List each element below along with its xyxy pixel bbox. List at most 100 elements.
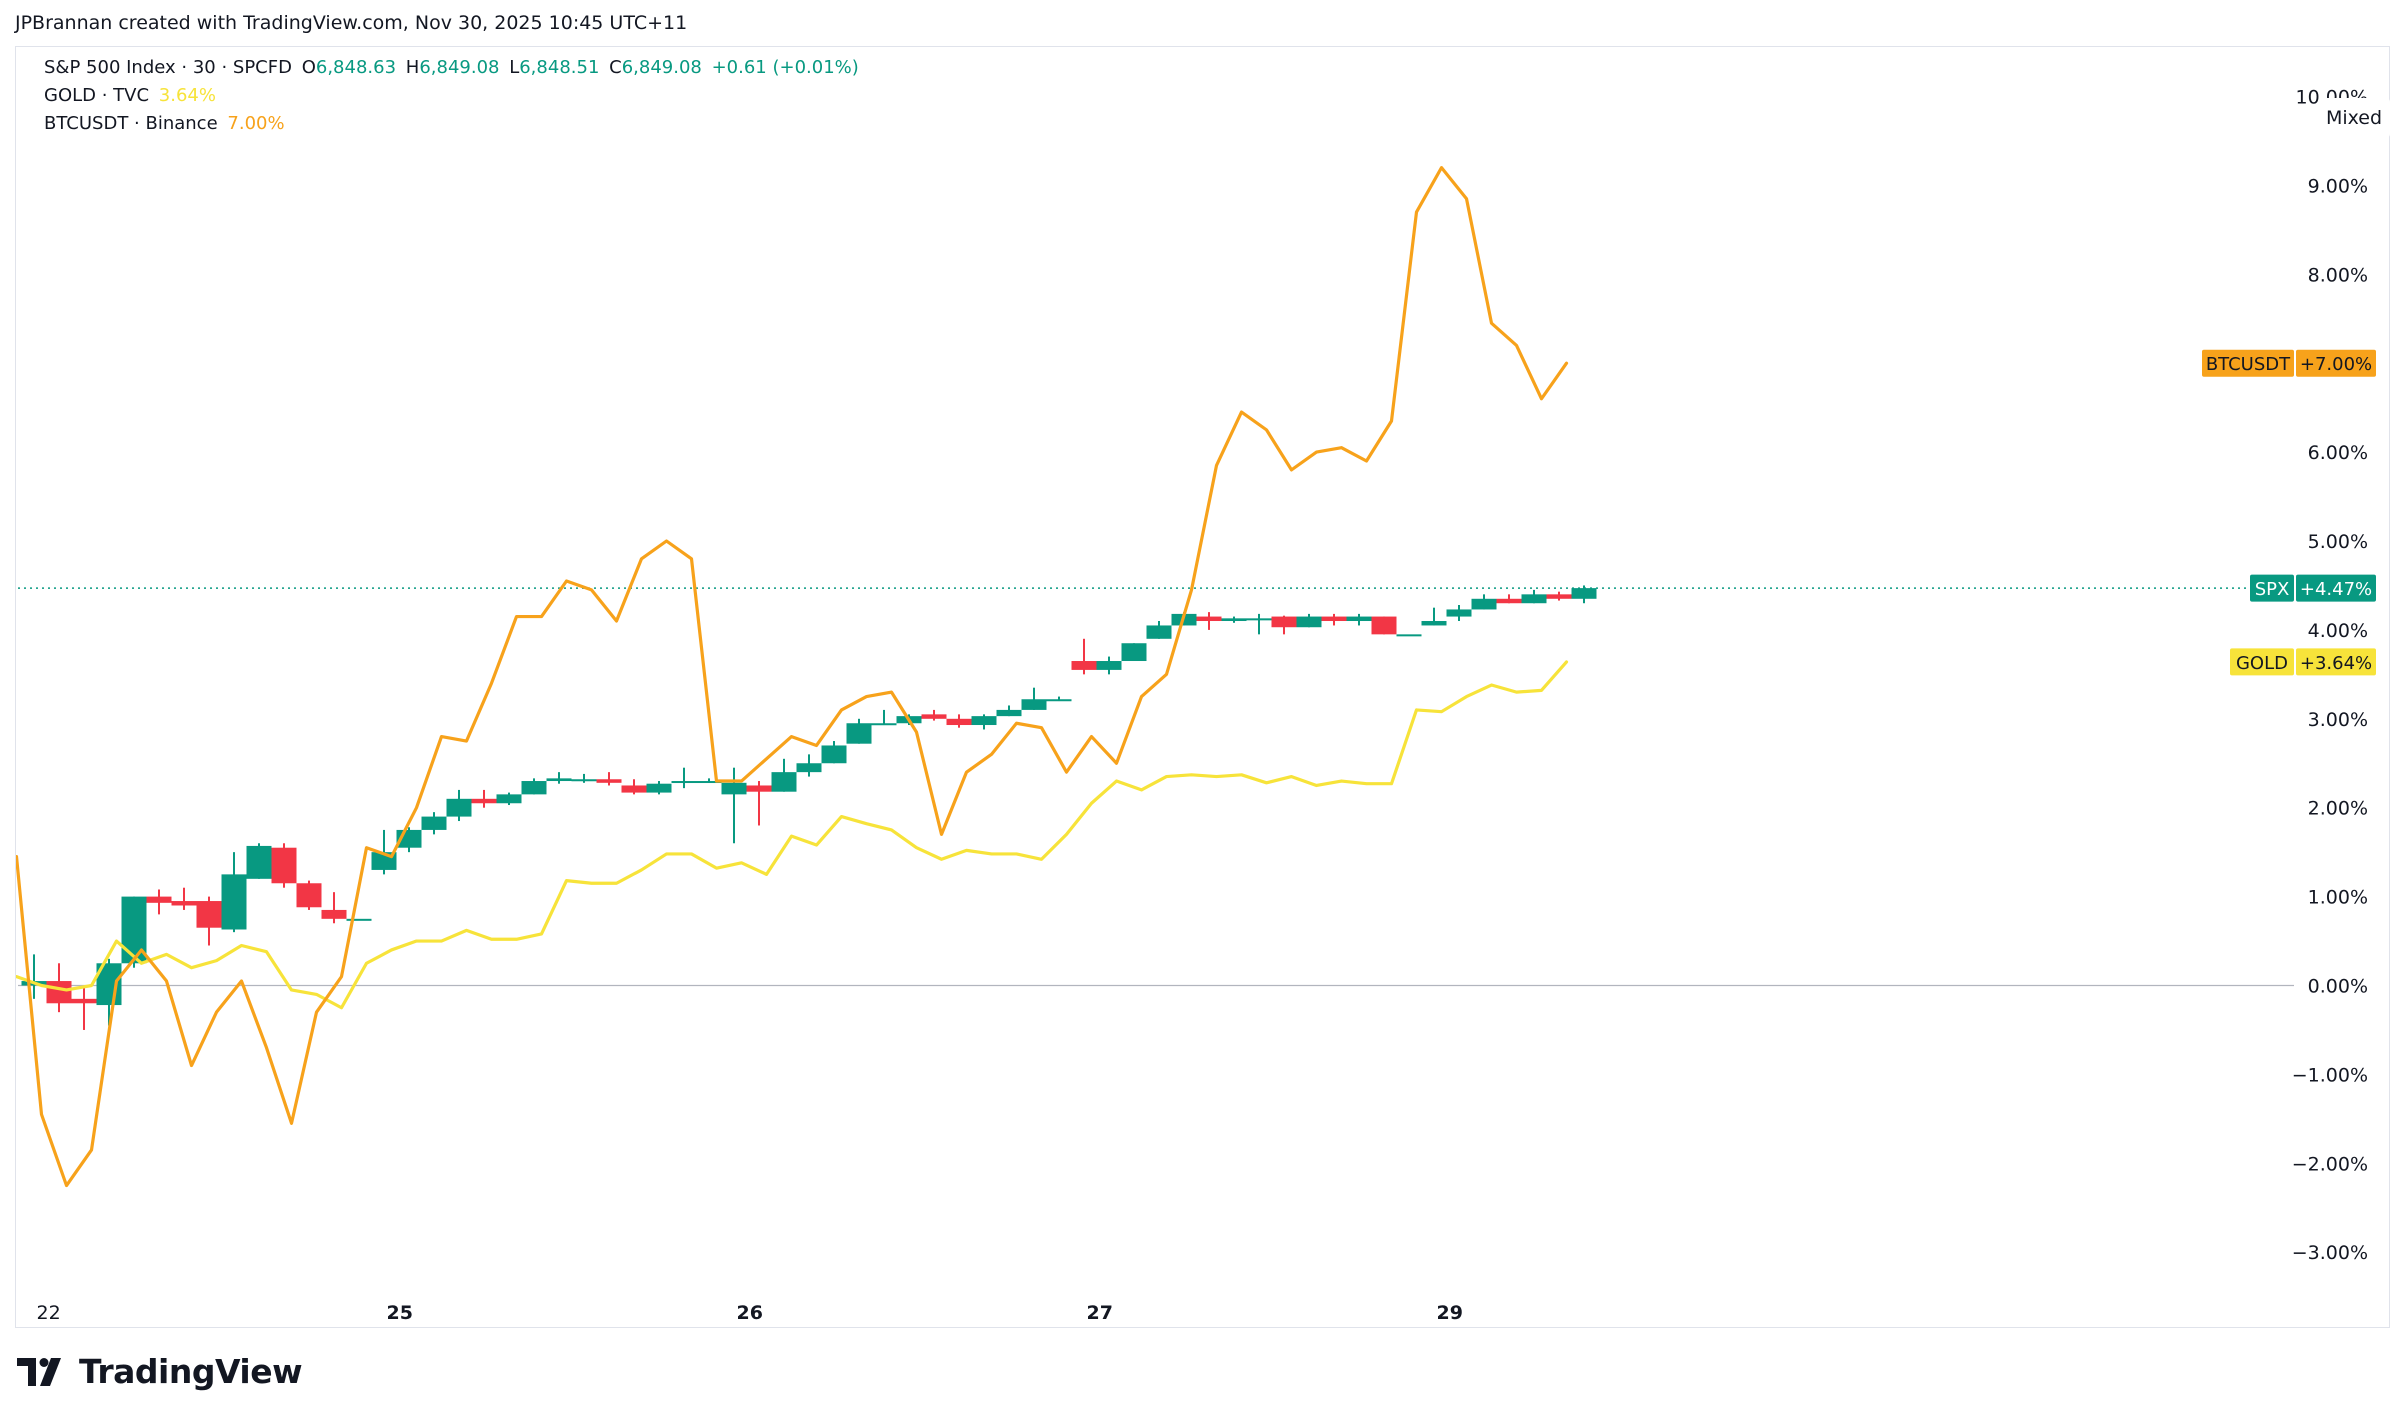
spx-candle (271, 847, 297, 884)
legend-spx-low-label: L (509, 57, 520, 78)
tradingview-brand: TradingView (79, 1352, 303, 1391)
scale-mode-button[interactable]: Mixed (2318, 98, 2390, 138)
spx-candle (1571, 588, 1597, 599)
legend-spx-high-label: H (405, 57, 420, 78)
spx-candle (1546, 594, 1572, 599)
spx-candle (921, 714, 947, 719)
spx-candle (671, 781, 697, 784)
gold-badge-name: GOLD (2236, 653, 2288, 674)
spx-candle (296, 883, 322, 908)
legend-spx-change: +0.61 (+0.01%) (711, 57, 859, 78)
y-tick-label: −3.00% (2292, 1242, 2368, 1264)
spx-candle (246, 845, 272, 879)
spx-candle (446, 798, 472, 817)
btcusdt-badge-value: +7.00% (2300, 354, 2372, 375)
legend-gold-value: 3.64% (158, 85, 216, 106)
gold-badge-value: +3.64% (2300, 653, 2372, 674)
spx-candle (196, 901, 222, 928)
spx-candle (1221, 618, 1247, 622)
spx-candle (1121, 643, 1147, 662)
tradingview-logo[interactable]: TradingView (17, 1352, 303, 1391)
spx-candle (1446, 609, 1472, 617)
y-tick-label: −1.00% (2292, 1064, 2368, 1086)
legend-spx-close: 6,849.08 (621, 57, 702, 78)
x-tick-label: 25 (387, 1302, 413, 1324)
legend-btc[interactable]: BTCUSDT · Binance 7.00% (44, 113, 289, 134)
gold-badge: GOLD +3.64% (2230, 648, 2376, 676)
spx-badge-name-bg (2250, 574, 2294, 602)
gold-badge-name-bg (2230, 648, 2294, 676)
spx-candle (321, 909, 347, 919)
x-tick-label: 29 (1437, 1302, 1463, 1324)
y-tick-label: 2.00% (2308, 798, 2368, 820)
spx-candle (546, 778, 572, 782)
gold-line (16, 660, 1569, 1010)
spx-candle (1246, 618, 1272, 621)
spx-candle (996, 709, 1022, 717)
y-tick-label: 5.00% (2308, 531, 2368, 553)
spx-candle (596, 779, 622, 783)
spx-candle (771, 772, 797, 792)
price-chart[interactable]: 10.00%9.00%8.00%6.00%5.00%4.00%3.00%2.00… (16, 47, 2389, 1327)
spx-badge-value: +4.47% (2300, 579, 2372, 600)
x-tick-label: 26 (737, 1302, 763, 1324)
spx-candle (746, 785, 772, 792)
spx-candle (821, 745, 847, 764)
spx-candle (1521, 594, 1547, 604)
spx-candle (1321, 616, 1347, 622)
spx-candle (1196, 616, 1222, 622)
spx-candle (1046, 699, 1072, 702)
spx-candle (1096, 661, 1122, 670)
spx-candle (1496, 598, 1522, 604)
spx-badge-name: SPX (2255, 579, 2290, 600)
legend-gold-name: GOLD · TVC (44, 85, 150, 106)
legend-btc-value: 7.00% (227, 113, 285, 134)
spx-candle (221, 874, 247, 930)
legend-spx-open: 6,848.63 (315, 57, 397, 78)
chart-frame[interactable]: 10.00%9.00%8.00%6.00%5.00%4.00%3.00%2.00… (15, 46, 2390, 1328)
spx-candle (1421, 621, 1447, 626)
legend-spx[interactable]: S&P 500 Index · 30 · SPCFD O6,848.63 H6,… (44, 57, 863, 78)
attribution-text: JPBrannan created with TradingView.com, … (15, 12, 688, 34)
legend-btc-name: BTCUSDT · Binance (44, 113, 218, 134)
y-tick-label: 8.00% (2308, 264, 2368, 286)
spx-badge-value-bg (2296, 574, 2376, 602)
spx-candle (1346, 616, 1372, 622)
spx-candle (621, 785, 647, 793)
spx-candle (171, 901, 197, 906)
spx-candle (646, 783, 672, 793)
spx-candle (1471, 598, 1497, 610)
spx-badge: SPX +4.47% (2250, 574, 2376, 602)
spx-candle (496, 794, 522, 804)
spx-candle (71, 998, 97, 1004)
spx-candle (421, 816, 447, 830)
spx-candle (1371, 616, 1397, 635)
legend-spx-open-label: O (301, 57, 316, 78)
btcusdt-badge-name: BTCUSDT (2206, 354, 2291, 375)
spx-candle (146, 896, 172, 903)
spx-candle (521, 781, 547, 795)
spx-candle (946, 718, 972, 726)
btcusdt-line (16, 166, 1569, 1188)
btcusdt-badge: BTCUSDT +7.00% (2202, 349, 2376, 377)
spx-candle (871, 723, 897, 726)
legend-gold[interactable]: GOLD · TVC 3.64% (44, 85, 220, 106)
y-tick-label: 0.00% (2308, 976, 2368, 998)
spx-candle (696, 781, 722, 784)
y-tick-label: 9.00% (2308, 175, 2368, 197)
x-tick-label: 22 (37, 1302, 61, 1324)
spx-candle (1021, 699, 1047, 710)
btcusdt-badge-value-bg (2296, 349, 2376, 377)
legend-spx-close-label: C (609, 57, 622, 78)
spx-candle (471, 798, 497, 804)
legend-spx-low: 6,848.51 (519, 57, 600, 78)
spx-candle (1071, 661, 1097, 670)
gold-badge-value-bg (2296, 648, 2376, 676)
y-tick-label: −2.00% (2292, 1153, 2368, 1175)
tradingview-logo-icon (17, 1357, 61, 1386)
spx-candle (1296, 616, 1322, 628)
x-tick-label: 27 (1087, 1302, 1113, 1324)
spx-candle (346, 918, 372, 921)
y-tick-label: 4.00% (2308, 620, 2368, 642)
btcusdt-badge-name-bg (2202, 349, 2294, 377)
